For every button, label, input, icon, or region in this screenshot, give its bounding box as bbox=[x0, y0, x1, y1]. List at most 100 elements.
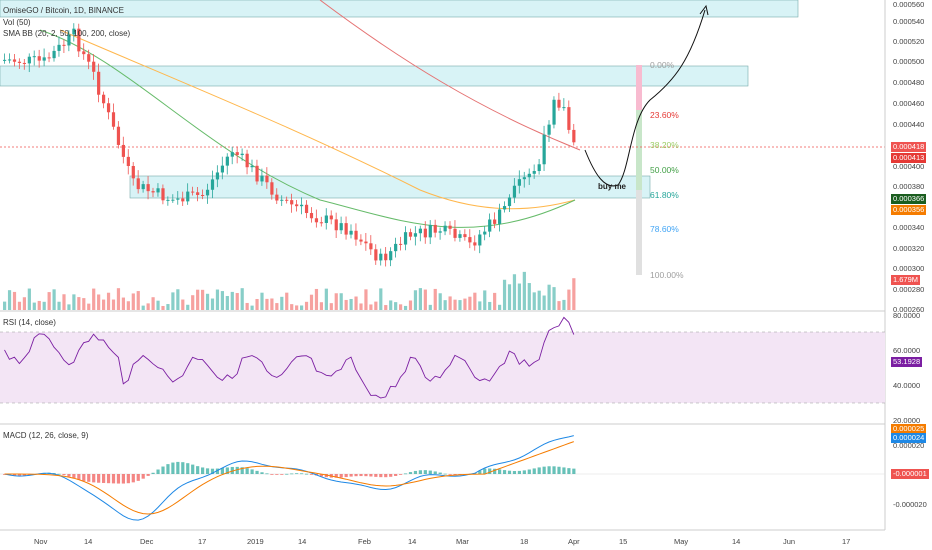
candle-body bbox=[82, 51, 86, 55]
time-tick: 14 bbox=[84, 537, 93, 546]
volume-bar bbox=[12, 291, 17, 310]
price-tick: 0.000340 bbox=[893, 223, 925, 232]
macd-hist-bar bbox=[191, 464, 195, 474]
macd-hist-bar bbox=[389, 474, 393, 477]
time-tick: 15 bbox=[619, 537, 628, 546]
macd-hist-bar bbox=[210, 468, 215, 474]
candle-body bbox=[453, 228, 457, 238]
candle-body bbox=[245, 153, 249, 168]
candle-body bbox=[389, 251, 393, 261]
candle-body bbox=[106, 103, 111, 113]
volume-bar bbox=[47, 292, 51, 310]
macd-hist-bar bbox=[82, 474, 86, 481]
candle-body bbox=[443, 225, 447, 232]
volume-bar bbox=[547, 284, 551, 310]
macd-hist-bar bbox=[304, 473, 309, 475]
volume-bar bbox=[82, 298, 86, 310]
volume-bar bbox=[191, 295, 195, 310]
candle-body bbox=[32, 56, 36, 58]
time-tick: Feb bbox=[358, 537, 371, 546]
volume-bar bbox=[389, 300, 393, 310]
candle-body bbox=[205, 189, 210, 196]
volume-bar bbox=[552, 287, 556, 310]
price-tick: 0.000260 bbox=[893, 305, 925, 314]
macd-hist-bar bbox=[493, 468, 497, 474]
macd-hist-bar bbox=[136, 474, 140, 481]
macd-hist-bar bbox=[507, 470, 512, 474]
volume-bar bbox=[473, 292, 477, 310]
candle-body bbox=[329, 215, 333, 220]
macd-hist-bar bbox=[196, 466, 200, 474]
macd-hist-bar bbox=[111, 474, 116, 484]
candle-body bbox=[121, 144, 125, 157]
macd-hist-bar bbox=[255, 470, 259, 474]
candle-body bbox=[334, 219, 338, 231]
volume-bar bbox=[17, 301, 22, 310]
macd-hist-bar bbox=[448, 474, 452, 475]
volume-bar bbox=[413, 290, 418, 310]
volume-bar bbox=[230, 291, 234, 310]
volume-bar bbox=[478, 301, 482, 310]
macd-hist-bar bbox=[354, 474, 358, 477]
volume-bar bbox=[463, 298, 467, 310]
macd-tick: -0.000020 bbox=[893, 500, 927, 509]
candle-body bbox=[498, 209, 502, 224]
rsi-badge: 53.1928 bbox=[891, 357, 923, 367]
macd-hist-bar bbox=[403, 473, 408, 475]
macd-hist-bar bbox=[176, 461, 180, 474]
macd-hist-bar bbox=[488, 468, 492, 474]
macd-hist-bar bbox=[295, 473, 299, 475]
volume-bar bbox=[196, 289, 200, 310]
macd-hist-bar bbox=[557, 466, 561, 474]
volume-bar bbox=[156, 300, 160, 310]
candle-body bbox=[344, 223, 348, 235]
candle-body bbox=[42, 57, 46, 61]
candle-body bbox=[230, 152, 234, 157]
volume-bar bbox=[448, 296, 452, 310]
volume-bar bbox=[329, 303, 333, 310]
volume-bar bbox=[507, 284, 512, 310]
candle-body bbox=[473, 242, 477, 246]
macd-hist-bar bbox=[265, 473, 269, 475]
volume-bar bbox=[394, 302, 398, 310]
rsi-tick: 60.0000 bbox=[893, 346, 921, 355]
volume-bar bbox=[562, 299, 566, 310]
candle-body bbox=[483, 231, 487, 235]
macd-hist-bar bbox=[17, 474, 22, 476]
volume-bar bbox=[176, 289, 180, 310]
macd-hist-bar bbox=[72, 474, 76, 479]
price-tick: 0.000280 bbox=[893, 285, 925, 294]
volume-bar bbox=[359, 303, 363, 310]
macd-hist-bar bbox=[349, 474, 353, 477]
macd-hist-bar bbox=[240, 467, 244, 474]
volume-bar bbox=[136, 291, 140, 310]
volume-bar bbox=[542, 295, 546, 310]
volume-bar bbox=[403, 305, 408, 310]
volume-bar bbox=[285, 292, 289, 310]
candle-body bbox=[359, 239, 363, 242]
volume-bar bbox=[458, 300, 462, 310]
candle-body bbox=[186, 191, 190, 202]
candle-body bbox=[572, 129, 576, 143]
candle-body bbox=[270, 182, 274, 195]
macd-hist-bar bbox=[478, 470, 482, 474]
macd-hist-bar bbox=[522, 470, 526, 474]
candle-body bbox=[517, 179, 521, 186]
volume-bar bbox=[399, 304, 403, 310]
candle-body bbox=[542, 134, 546, 165]
time-tick: 18 bbox=[520, 537, 529, 546]
candle-body bbox=[72, 28, 76, 35]
macd-hist-bar bbox=[57, 473, 61, 475]
candle-body bbox=[280, 199, 284, 201]
candle-body bbox=[275, 194, 279, 201]
volume-bar bbox=[483, 290, 487, 310]
macd-hist-bar bbox=[181, 462, 185, 474]
rsi-legend: RSI (14, close) bbox=[3, 318, 56, 327]
macd-tick: 0.000020 bbox=[893, 441, 925, 450]
candle-body bbox=[181, 198, 185, 202]
macd-hist-bar bbox=[97, 474, 101, 483]
candle-body bbox=[171, 199, 175, 201]
macd-hist-bar bbox=[62, 474, 66, 476]
candle-body bbox=[433, 224, 437, 233]
